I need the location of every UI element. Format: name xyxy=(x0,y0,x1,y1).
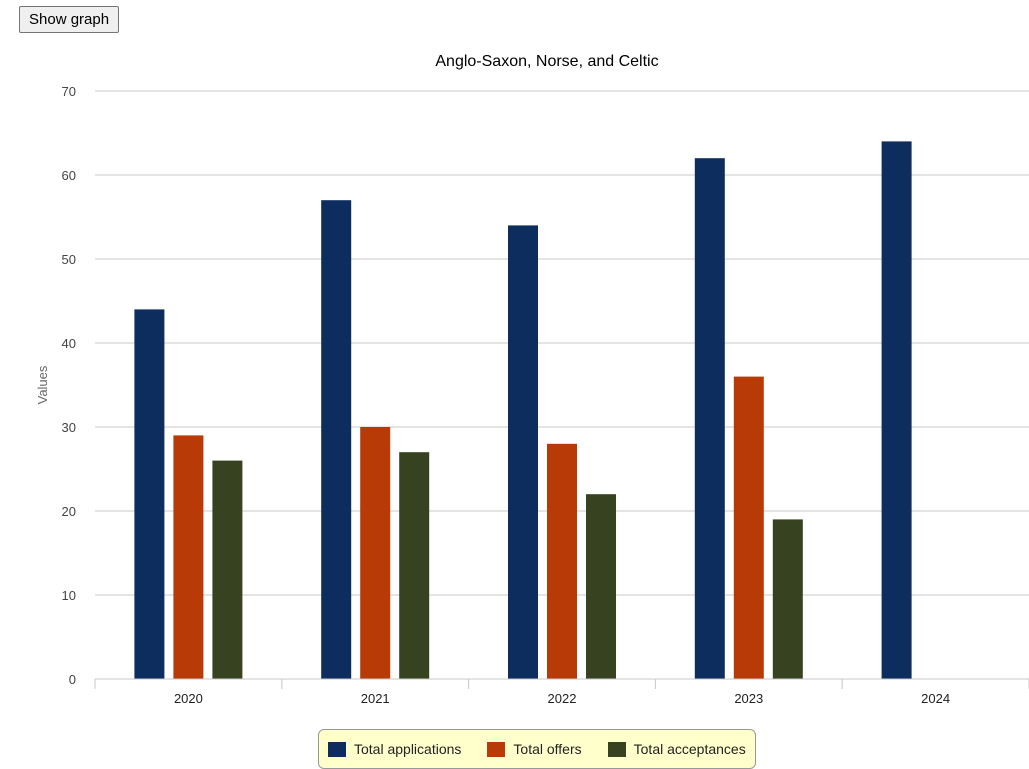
legend-label: Total applications xyxy=(354,741,462,757)
y-tick-label: 20 xyxy=(62,504,76,519)
legend-item-total-offers[interactable]: Total offers xyxy=(487,741,582,757)
x-tick-label: 2023 xyxy=(734,691,763,706)
legend-swatch xyxy=(328,741,346,757)
legend-swatch xyxy=(487,741,506,757)
bar-total-acceptances-2021[interactable] xyxy=(399,452,430,679)
bar-total-offers-2020[interactable] xyxy=(173,435,204,679)
y-tick-label: 60 xyxy=(62,168,76,183)
y-tick-label: 70 xyxy=(62,84,76,99)
y-axis-title: Values xyxy=(35,365,50,404)
chart-legend: Total applications Total offers Total acce… xyxy=(318,729,756,769)
bar-total-applications-2022[interactable] xyxy=(508,225,538,679)
x-tick-label: 2021 xyxy=(361,691,390,706)
legend-item-total-applications[interactable]: Total applications xyxy=(328,741,461,757)
y-tick-label: 10 xyxy=(62,588,76,603)
show-graph-button[interactable]: Show graph xyxy=(19,6,120,33)
gridlines xyxy=(95,90,1029,596)
y-tick-label: 30 xyxy=(62,420,76,435)
bar-total-acceptances-2020[interactable] xyxy=(212,460,243,679)
bar-total-applications-2020[interactable] xyxy=(134,309,165,679)
legend-item-total-acceptances[interactable]: Total acceptances xyxy=(607,741,746,757)
bar-total-offers-2023[interactable] xyxy=(733,376,764,679)
bar-total-applications-2021[interactable] xyxy=(321,200,352,679)
bar-total-offers-2021[interactable] xyxy=(360,427,391,679)
legend-label: Total acceptances xyxy=(633,741,746,757)
legend-swatch xyxy=(607,741,626,757)
bar-total-applications-2024[interactable] xyxy=(881,141,912,679)
x-tick-label: 2022 xyxy=(548,691,577,706)
y-tick-label: 0 xyxy=(69,672,76,687)
legend-label: Total offers xyxy=(513,741,582,757)
bar-total-acceptances-2022[interactable] xyxy=(586,494,616,679)
x-tick-label: 2020 xyxy=(174,691,203,706)
bars xyxy=(134,141,912,679)
y-tick-label: 40 xyxy=(62,336,76,351)
axes: 0 10 20 30 40 50 60 70 2020 2021 2022 2023 2024 xyxy=(62,84,1029,706)
y-tick-label: 50 xyxy=(62,252,76,267)
bar-total-applications-2023[interactable] xyxy=(694,158,725,679)
bar-total-acceptances-2023[interactable] xyxy=(772,519,803,679)
chart-title: Anglo-Saxon, Norse, and Celtic xyxy=(435,53,658,70)
x-tick-label: 2024 xyxy=(921,691,950,706)
bar-total-offers-2022[interactable] xyxy=(547,443,577,679)
